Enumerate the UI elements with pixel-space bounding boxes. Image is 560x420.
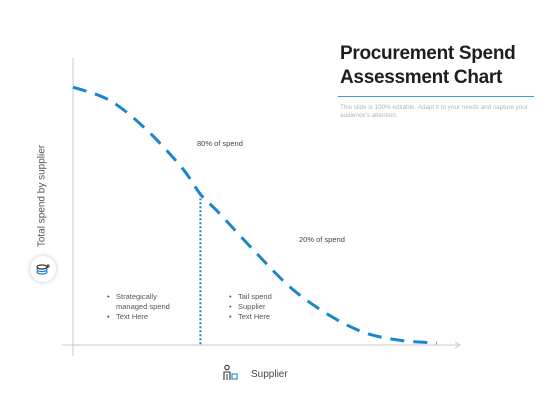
title-line-1: Procurement Spend	[340, 43, 516, 64]
title-line-2: Assessment Chart	[340, 67, 503, 88]
left-group-item-text: Text Here	[107, 312, 170, 322]
page-title: Procurement Spend Assessment Chart	[340, 42, 540, 90]
right-group-item-3: Text Here	[229, 312, 272, 322]
right-group-item-1: Tail spend	[229, 292, 272, 302]
left-group-item-line-2: managed spend	[116, 302, 170, 311]
right-group-item-2: Supplier	[229, 302, 272, 312]
supplier-person-icon	[220, 363, 240, 383]
chart-axes	[62, 58, 461, 356]
left-group-item-line-1: Strategically	[116, 292, 157, 301]
y-axis-label: Total spend by supplier	[36, 144, 48, 248]
x-axis-label: Supplier	[251, 369, 288, 380]
right-group-list: Tail spend Supplier Text Here	[229, 292, 272, 322]
title-divider	[338, 96, 534, 97]
coins-icon	[30, 256, 56, 282]
x-axis-arrow	[454, 341, 461, 349]
left-group-list: Strategically managed spend Text Here	[107, 292, 170, 322]
annotation-80-percent: 80% of spend	[197, 139, 243, 148]
series-line-0	[72, 85, 438, 345]
left-group-item: Strategically managed spend	[107, 292, 170, 312]
subtitle-text: This slide is 100% editable. Adapt it to…	[340, 104, 528, 119]
chart-marks	[72, 85, 438, 345]
annotation-20-percent: 20% of spend	[299, 235, 345, 244]
